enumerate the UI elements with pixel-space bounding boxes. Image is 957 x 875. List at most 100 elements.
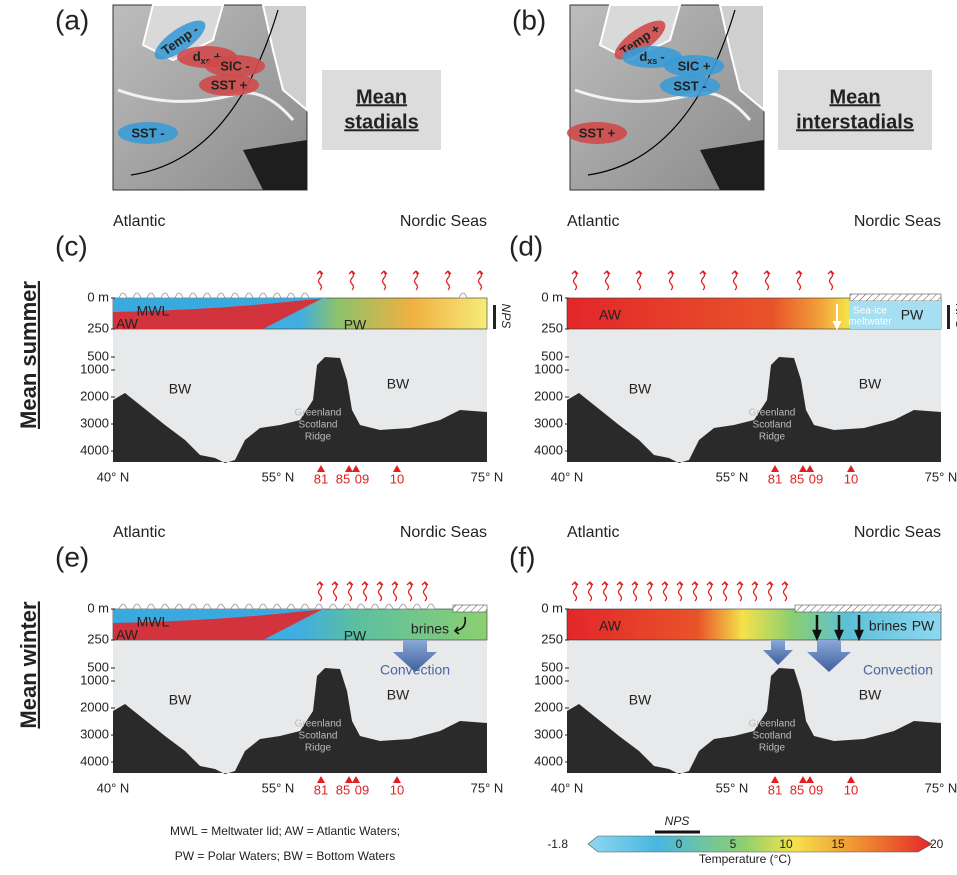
brine-arrow — [834, 615, 844, 642]
heat-flux — [661, 581, 669, 602]
water-mass-label: BW — [169, 381, 192, 397]
depth-label: 3000 — [534, 415, 563, 430]
water-mass-label: AW — [116, 316, 139, 332]
atlantic-water — [113, 298, 323, 329]
core-label: 09 — [355, 782, 369, 797]
proxy-label: dxs - — [639, 49, 664, 66]
heat-flux — [376, 581, 384, 602]
latitude-label: 55° N — [716, 780, 749, 795]
heat-flux — [316, 581, 324, 602]
latitude-label: 40° N — [97, 780, 130, 795]
brine-arrow — [812, 615, 822, 642]
water-mass-label: BW — [629, 692, 652, 708]
ridge-label: Greenland — [749, 408, 796, 419]
panel-label: (b) — [512, 4, 546, 35]
iceberg — [458, 292, 468, 299]
latitude-label: 55° N — [262, 469, 295, 484]
water-mass-label: AW — [116, 627, 139, 643]
ridge-label: Scotland — [299, 420, 338, 431]
transect — [130, 9, 279, 176]
iceberg — [146, 603, 156, 610]
heat-flux — [348, 270, 356, 291]
ridge-label: Ridge — [305, 743, 332, 754]
iceberg — [258, 603, 268, 610]
iceberg — [244, 603, 254, 610]
depth-label: 500 — [541, 659, 563, 674]
core-marker — [345, 776, 353, 783]
proxy-label: SST - — [131, 125, 164, 140]
brines-label: brines — [411, 621, 449, 637]
latitude-label: 55° N — [716, 469, 749, 484]
sea-ice — [452, 604, 488, 613]
meltwater-lid — [113, 609, 328, 623]
region-label: Nordic Seas — [400, 213, 487, 230]
depth-label: 1000 — [534, 672, 563, 687]
colorbar-tick: 15 — [831, 837, 845, 851]
ridge-label: Ridge — [759, 743, 786, 754]
latitude-label: 75° N — [925, 780, 957, 795]
core-marker — [352, 776, 360, 783]
core-label: 09 — [809, 782, 823, 797]
heat-flux — [391, 581, 399, 602]
iceberg — [244, 292, 254, 299]
core-marker — [799, 465, 807, 472]
colorbar — [587, 835, 933, 853]
core-label: 85 — [790, 471, 804, 486]
core-label: 10 — [844, 782, 858, 797]
proxy-label: SST - — [673, 78, 706, 93]
iceberg — [132, 292, 142, 299]
colorbar-tick: -1.8 — [547, 837, 568, 851]
iceberg — [202, 603, 212, 610]
sea-ice — [794, 604, 942, 613]
core-label: 81 — [768, 471, 782, 486]
latitude-label: 40° N — [97, 469, 130, 484]
iceberg — [300, 603, 310, 610]
pw-zone — [850, 301, 941, 329]
panel-label: (a) — [55, 4, 89, 35]
heat-flux — [721, 581, 729, 602]
heat-flux — [616, 581, 624, 602]
proxy-label: SIC - — [220, 58, 250, 73]
meltwater-label: Sea-ice — [853, 306, 887, 317]
heat-flux — [763, 270, 771, 291]
iceberg — [174, 292, 184, 299]
proxy-ellipse — [614, 20, 666, 60]
core-label: 09 — [355, 471, 369, 486]
latitude-label: 40° N — [551, 780, 584, 795]
proxy-main: d — [639, 49, 647, 64]
depth-label: 1000 — [80, 361, 109, 376]
iceberg — [370, 603, 380, 610]
land — [718, 4, 765, 113]
iceberg — [202, 292, 212, 299]
proxy-sub: xs — [647, 56, 657, 66]
depth-label: 0 m — [541, 289, 563, 304]
proxy-ellipse — [660, 75, 720, 97]
proxy-ellipse — [567, 122, 627, 144]
depth-label: 0 m — [541, 600, 563, 615]
region-label: Nordic Seas — [854, 213, 941, 230]
heat-flux — [421, 581, 429, 602]
heat-flux — [706, 581, 714, 602]
iceberg — [230, 292, 240, 299]
ridge-label: Scotland — [753, 731, 792, 742]
depth-label: 0 m — [87, 289, 109, 304]
depth-label: 0 m — [87, 600, 109, 615]
depth-label: 500 — [87, 659, 109, 674]
depth-label: 500 — [87, 348, 109, 363]
convection-label: Convection — [863, 662, 933, 678]
iceberg — [314, 603, 324, 610]
core-label: 81 — [314, 471, 328, 486]
water-mass-label: AW — [599, 618, 622, 634]
title-text: stadials — [344, 111, 418, 133]
proxy-ellipse — [154, 20, 206, 60]
sea-ice — [849, 293, 942, 302]
iceberg — [384, 603, 394, 610]
region-label: Atlantic — [567, 213, 619, 230]
depth-label: 2000 — [534, 388, 563, 403]
ridge-label: Scotland — [299, 731, 338, 742]
depth-label: 3000 — [80, 415, 109, 430]
iceberg — [230, 603, 240, 610]
colorbar-tick: 20 — [930, 837, 944, 851]
depth-label: 2000 — [534, 699, 563, 714]
iceberg — [132, 603, 142, 610]
